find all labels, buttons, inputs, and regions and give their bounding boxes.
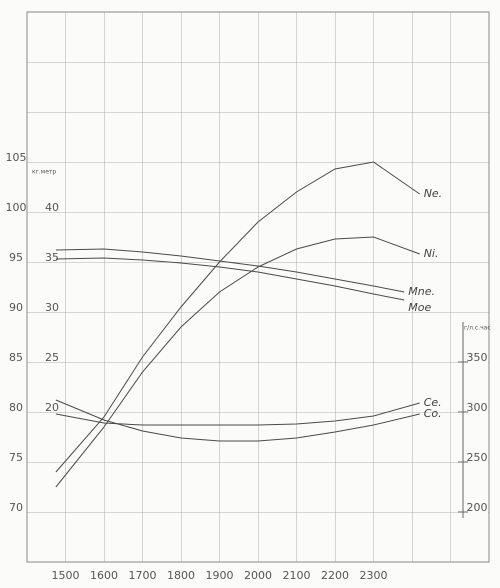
x-tick-label: 2000	[244, 569, 272, 582]
series-line	[55, 402, 420, 426]
y2-tick-label: 35	[45, 251, 59, 264]
series-line	[55, 248, 405, 293]
x-tick-label: 1500	[52, 569, 80, 582]
series-line	[55, 399, 420, 442]
y2-axis-title: кг.метр	[32, 169, 56, 176]
y-tick-label: 85	[9, 351, 23, 364]
y3-tick-label: 200	[467, 501, 488, 514]
y-tick-label: 75	[9, 451, 23, 464]
y-tick-label: 70	[9, 501, 23, 514]
y2-tick-label: 30	[45, 301, 59, 314]
y-tick-label: 80	[9, 401, 23, 414]
y3-tick-label: 350	[467, 351, 488, 364]
y2-tick-label: 40	[45, 201, 59, 214]
series-line	[55, 161, 420, 473]
x-tick-label: 1700	[129, 569, 157, 582]
y-tick-label: 90	[9, 301, 23, 314]
series-line	[55, 236, 420, 488]
series-line	[55, 257, 405, 301]
x-tick-label: 2300	[360, 569, 388, 582]
y-tick-label: 100	[6, 201, 27, 214]
x-tick-label: 1900	[206, 569, 234, 582]
y3-tick-label: 250	[467, 451, 488, 464]
series-label: Ne.	[424, 187, 443, 200]
series-label: Mne.	[408, 285, 435, 298]
y2-tick-label: 20	[45, 401, 59, 414]
x-tick-label: 1600	[90, 569, 118, 582]
x-tick-label: 2100	[283, 569, 311, 582]
x-tick-label: 1800	[167, 569, 195, 582]
series-label: Ce.	[424, 396, 442, 409]
y3-axis-title: г/л.с.час	[464, 325, 491, 332]
series-label: Ni.	[424, 247, 439, 260]
x-tick-label: 2200	[321, 569, 349, 582]
y2-tick-label: 25	[45, 351, 59, 364]
series-label: Moe	[408, 301, 431, 314]
series-label: Co.	[424, 407, 442, 420]
y-tick-label: 105	[6, 151, 27, 164]
y-tick-label: 95	[9, 251, 23, 264]
y3-tick-label: 300	[467, 401, 488, 414]
grid	[26, 11, 490, 563]
